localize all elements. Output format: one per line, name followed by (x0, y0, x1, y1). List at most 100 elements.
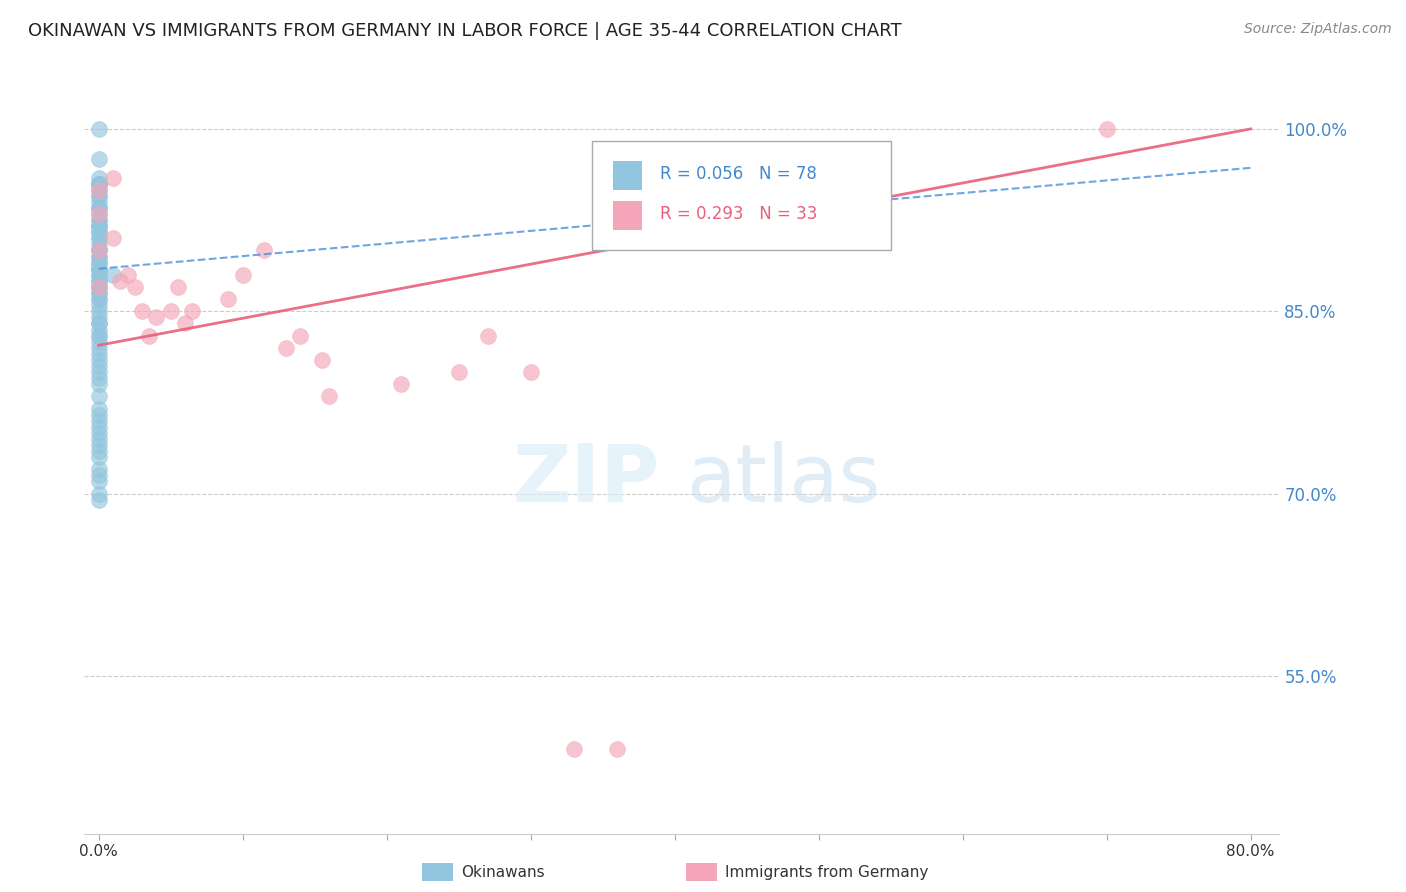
Point (477, 328, 499, 343)
FancyBboxPatch shape (592, 141, 891, 250)
Point (87, 328, 110, 343)
Point (217, 292, 239, 306)
Point (87, 280, 110, 294)
Point (87, 213, 110, 227)
Point (181, 304, 204, 318)
Point (87, 207, 110, 221)
Point (87, 462, 110, 476)
Point (159, 304, 181, 318)
Text: R = 0.293   N = 33: R = 0.293 N = 33 (661, 204, 818, 223)
Point (87, 213, 110, 227)
Point (117, 268, 139, 282)
Point (87, 225, 110, 239)
Point (87, 352, 110, 367)
Point (87, 292, 110, 306)
Point (87, 414, 110, 428)
Point (87, 322, 110, 336)
Point (87, 219, 110, 234)
FancyBboxPatch shape (613, 201, 643, 229)
Point (87, 194, 110, 209)
Point (101, 268, 124, 282)
Point (87, 170, 110, 185)
Point (87, 347, 110, 361)
Point (87, 219, 110, 234)
Point (87, 408, 110, 422)
Point (87, 475, 110, 489)
Text: R = 0.056   N = 78: R = 0.056 N = 78 (661, 165, 817, 183)
Point (447, 365, 470, 379)
Point (101, 170, 124, 185)
Point (87, 188, 110, 202)
Point (87, 250, 110, 264)
Point (174, 317, 197, 331)
Point (87, 286, 110, 301)
Point (87, 177, 110, 191)
Point (87, 286, 110, 301)
Point (87, 274, 110, 288)
Point (87, 225, 110, 239)
Point (87, 280, 110, 294)
Point (101, 231, 124, 245)
Point (562, 742, 585, 756)
Point (87, 317, 110, 331)
Point (87, 365, 110, 379)
Point (87, 244, 110, 258)
Point (87, 419, 110, 434)
Point (311, 352, 333, 367)
Point (87, 274, 110, 288)
Point (131, 304, 153, 318)
Point (87, 377, 110, 392)
Point (253, 244, 276, 258)
Point (87, 292, 110, 306)
Point (87, 177, 110, 191)
Point (87, 486, 110, 500)
Point (87, 177, 110, 191)
Point (1095, 122, 1118, 136)
Point (87, 122, 110, 136)
Point (87, 188, 110, 202)
Point (138, 328, 160, 343)
Point (87, 231, 110, 245)
Point (87, 261, 110, 276)
Point (232, 268, 254, 282)
Point (87, 304, 110, 318)
Point (145, 310, 167, 325)
Point (87, 341, 110, 355)
Point (87, 317, 110, 331)
Point (87, 231, 110, 245)
Point (87, 219, 110, 234)
Point (606, 742, 628, 756)
Point (87, 244, 110, 258)
Point (87, 468, 110, 483)
Point (87, 401, 110, 416)
Point (87, 207, 110, 221)
Point (87, 183, 110, 197)
Point (87, 268, 110, 282)
Point (87, 261, 110, 276)
Point (290, 328, 312, 343)
Point (318, 389, 340, 403)
Point (87, 201, 110, 215)
Point (87, 261, 110, 276)
Point (87, 250, 110, 264)
Point (87, 432, 110, 446)
Point (87, 438, 110, 452)
Point (87, 201, 110, 215)
Point (87, 450, 110, 465)
Point (87, 201, 110, 215)
Point (167, 280, 190, 294)
Text: Source: ZipAtlas.com: Source: ZipAtlas.com (1244, 22, 1392, 37)
Point (87, 298, 110, 312)
Point (124, 280, 146, 294)
Point (87, 371, 110, 385)
Point (87, 177, 110, 191)
FancyBboxPatch shape (613, 161, 643, 190)
Point (87, 389, 110, 403)
Point (87, 328, 110, 343)
Text: Okinawans: Okinawans (461, 865, 544, 880)
Point (87, 268, 110, 282)
Point (87, 425, 110, 440)
Point (87, 255, 110, 269)
Point (87, 177, 110, 191)
Point (87, 280, 110, 294)
